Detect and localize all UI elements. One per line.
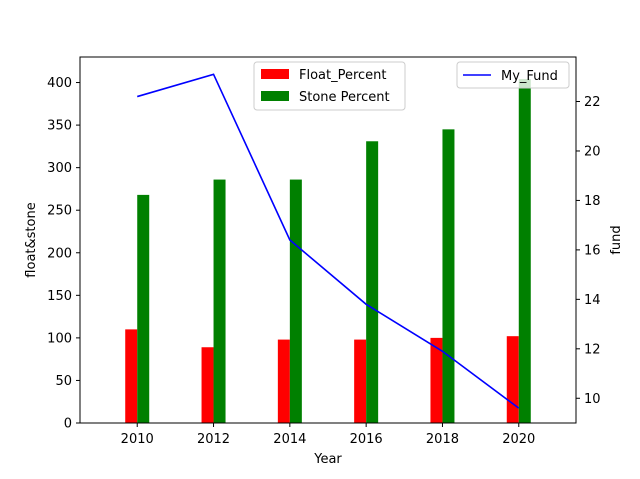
- y-left-tick-label: 50: [55, 374, 72, 389]
- x-tick-label: 2014: [273, 432, 306, 447]
- bar-float-percent: [125, 329, 138, 423]
- y-right-tick-label: 10: [584, 392, 601, 407]
- bar-stone-percent: [213, 179, 226, 423]
- y-left-tick-label: 200: [47, 246, 72, 261]
- bar-float-percent: [201, 347, 214, 423]
- legend-line-box: [456, 61, 570, 89]
- y-left-tick-label: 0: [64, 417, 72, 432]
- legend-bars-box: [253, 61, 406, 111]
- plot-frame: [79, 56, 577, 424]
- y-right-tick-label: 12: [584, 342, 601, 357]
- legend-label: My_Fund: [501, 69, 558, 84]
- x-axis-label: Year: [313, 452, 342, 467]
- y-right-tick-label: 16: [584, 243, 601, 258]
- y-left-tick-label: 350: [47, 119, 72, 134]
- x-tick-label: 2018: [426, 432, 459, 447]
- bar-float-percent: [430, 337, 443, 423]
- bar-float-percent: [354, 339, 367, 423]
- legend-swatch-stone-percent: [261, 91, 289, 101]
- bar-stone-percent: [137, 194, 150, 423]
- legend-swatch-float-percent: [261, 69, 289, 79]
- y-right-tick-label: 22: [584, 95, 601, 110]
- x-tick-label: 2016: [350, 432, 383, 447]
- line-my-fund: [137, 73, 520, 409]
- y-left-tick-label: 150: [47, 289, 72, 304]
- y-left-axis-label: float&stone: [24, 202, 39, 277]
- bar-stone-percent: [289, 179, 302, 423]
- y-left-tick-label: 300: [47, 161, 72, 176]
- x-tick-label: 2012: [197, 432, 230, 447]
- y-right-axis-label: fund: [609, 225, 624, 254]
- bar-float-percent: [506, 336, 519, 423]
- legend-label: Stone Percent: [299, 90, 390, 105]
- bar-stone-percent: [518, 79, 531, 423]
- x-tick-label: 2020: [502, 432, 535, 447]
- y-left-tick-label: 400: [47, 76, 72, 91]
- bar-stone-percent: [366, 141, 379, 423]
- y-left-tick-label: 100: [47, 331, 72, 346]
- x-tick-label: 2010: [121, 432, 154, 447]
- bar-stone-percent: [442, 129, 455, 424]
- y-right-tick-label: 18: [584, 194, 601, 209]
- bar-float-percent: [277, 339, 290, 423]
- legend-label: Float_Percent: [299, 68, 387, 83]
- y-right-tick-label: 20: [584, 144, 601, 159]
- y-right-tick-label: 14: [584, 293, 601, 308]
- y-left-tick-label: 250: [47, 204, 72, 219]
